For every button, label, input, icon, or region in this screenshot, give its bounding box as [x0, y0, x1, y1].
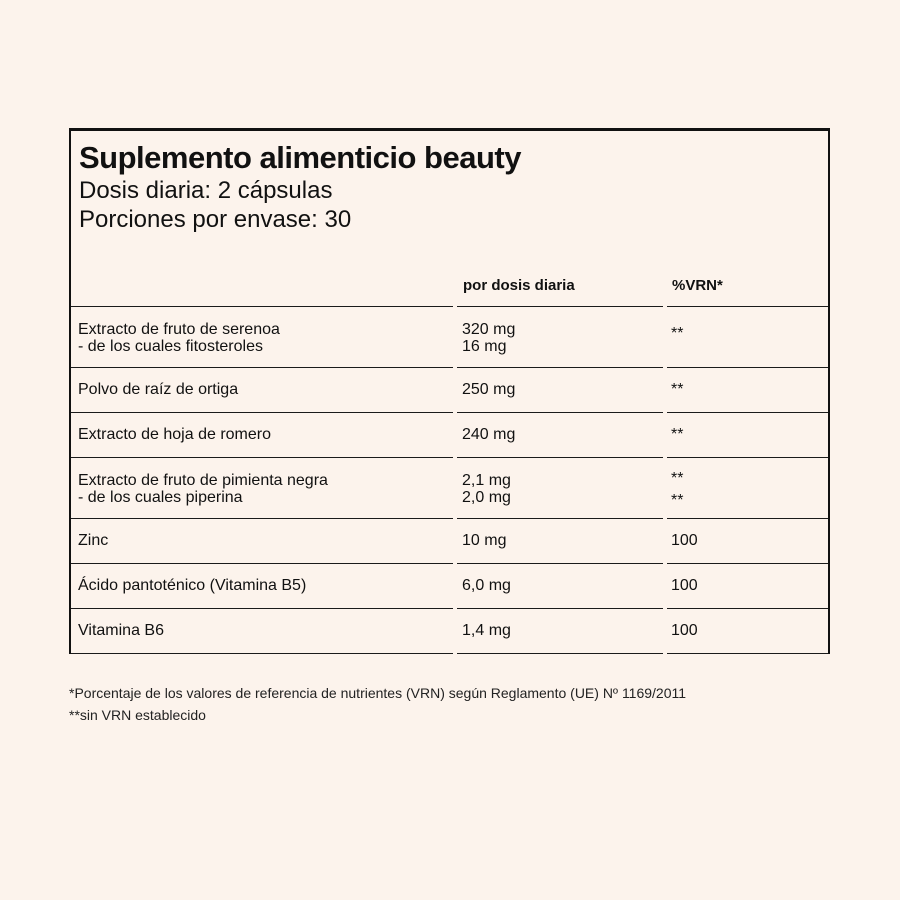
vrn-subline: ** [671, 492, 684, 509]
nutrition-panel: Suplemento alimenticio beauty Dosis diar… [69, 128, 830, 654]
table-row: Extracto de hoja de romero 240 mg ** [71, 412, 828, 457]
nutrient-amount: 10 mg [462, 532, 507, 549]
nutrient-name-line: Extracto de fruto de serenoa [78, 321, 280, 338]
nutrient-amount: 250 mg [462, 381, 516, 398]
nutrient-subname-line: - de los cuales fitosteroles [78, 338, 263, 355]
footnote-no-vrn: **sin VRN establecido [69, 707, 206, 723]
table-row: Vitamina B6 1,4 mg 100 [71, 608, 828, 654]
nutrient-amount: 240 mg [462, 426, 516, 443]
column-gap [453, 306, 457, 654]
nutrient-vrn: 100 [671, 577, 698, 594]
footnote-vrn-reference: *Porcentaje de los valores de referencia… [69, 685, 687, 701]
nutrient-amount: 320 mg 16 mg [462, 321, 515, 355]
nutrient-vrn: 100 [671, 622, 698, 639]
product-title: Suplemento alimenticio beauty [79, 140, 521, 175]
table-row: Zinc 10 mg 100 [71, 518, 828, 563]
servings-per-pack: Porciones por envase: 30 [79, 206, 352, 233]
column-header-vrn: %VRN* [672, 277, 723, 294]
amount-line: 320 mg [462, 321, 516, 338]
column-header-amount: por dosis diaria [463, 277, 575, 294]
table-row: Extracto de fruto de pimienta negra - de… [71, 457, 828, 518]
nutrient-table: Extracto de fruto de serenoa - de los cu… [71, 306, 828, 654]
nutrient-name: Ácido pantoténico (Vitamina B5) [78, 577, 307, 594]
amount-subline: 16 mg [462, 338, 507, 355]
nutrient-vrn: 100 [671, 532, 698, 549]
nutrient-name: Extracto de hoja de romero [78, 426, 271, 443]
nutrient-name: Extracto de fruto de pimienta negra - de… [78, 472, 328, 506]
amount-line: 2,1 mg [462, 472, 511, 489]
nutrient-name: Polvo de raíz de ortiga [78, 381, 239, 398]
nutrient-vrn: ** [671, 426, 684, 443]
amount-subline: 2,0 mg [462, 489, 511, 506]
nutrient-name: Zinc [78, 532, 109, 549]
nutrient-vrn: ** [671, 381, 684, 398]
nutrient-name: Extracto de fruto de serenoa - de los cu… [78, 321, 280, 355]
column-gap [663, 306, 667, 654]
nutrient-name-line: Extracto de fruto de pimienta negra [78, 472, 328, 489]
nutrient-vrn: ** [671, 325, 684, 342]
table-row: Ácido pantoténico (Vitamina B5) 6,0 mg 1… [71, 563, 828, 608]
nutrient-amount: 2,1 mg 2,0 mg [462, 472, 511, 506]
nutrient-amount: 6,0 mg [462, 577, 511, 594]
daily-dose: Dosis diaria: 2 cápsulas [79, 177, 333, 204]
table-row: Extracto de fruto de serenoa - de los cu… [71, 306, 828, 367]
nutrient-subname-line: - de los cuales piperina [78, 489, 243, 506]
nutrient-vrn: ** ** [671, 468, 683, 512]
footnotes: *Porcentaje de los valores de referencia… [69, 682, 686, 726]
table-row: Polvo de raíz de ortiga 250 mg ** [71, 367, 828, 412]
vrn-line: ** [671, 470, 684, 487]
nutrient-name: Vitamina B6 [78, 622, 164, 639]
nutrient-amount: 1,4 mg [462, 622, 511, 639]
